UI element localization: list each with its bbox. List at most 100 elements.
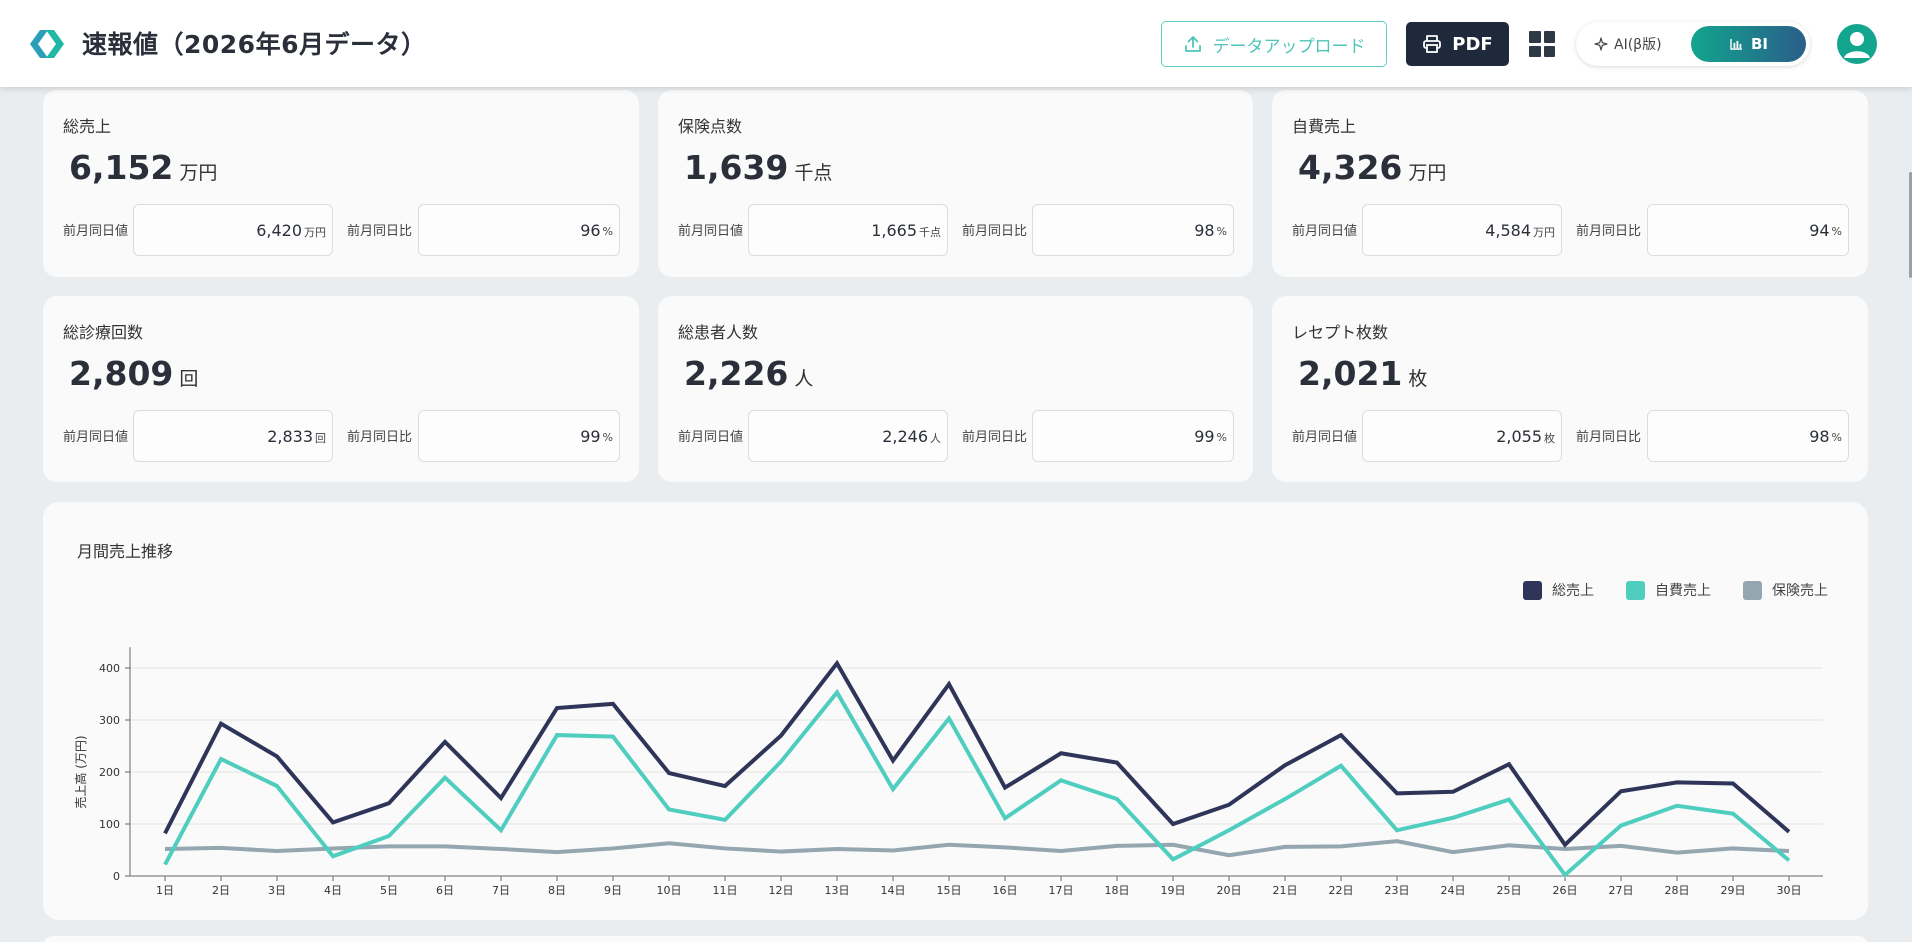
sparkle-icon	[1594, 37, 1608, 51]
x-tick-label: 5日	[380, 884, 398, 897]
kpi-value: 6,152	[69, 148, 174, 187]
series-line-self-pay	[163, 688, 1791, 878]
prev-day-value: 6,420	[256, 220, 302, 240]
x-tick-label: 17日	[1049, 884, 1074, 897]
x-tick-label: 11日	[713, 884, 738, 897]
ai-bi-toggle[interactable]: AI(β版) BI	[1576, 22, 1810, 66]
x-tick-label: 21日	[1273, 884, 1298, 897]
kpi-unit: 枚	[1408, 368, 1428, 390]
kpi-card-total-patients: 総患者人数 2,226 人 前月同日値 2,246 人 前月同日比 99%	[658, 296, 1253, 482]
page-title: 速報値（2026年6月データ）	[82, 30, 427, 59]
prev-day-label: 前月同日値	[678, 430, 744, 445]
top-bar: 速報値（2026年6月データ） データアップロード PDF AI(β版)	[0, 0, 1912, 87]
data-upload-button[interactable]: データアップロード	[1161, 21, 1387, 67]
app-logo-icon[interactable]	[28, 26, 66, 62]
prev-day-unit: 万円	[1533, 225, 1555, 239]
x-tick-label: 30日	[1777, 884, 1802, 897]
kpi-value: 2,809	[69, 354, 174, 393]
toggle-ai-option[interactable]: AI(β版)	[1594, 22, 1662, 66]
prev-day-value-box: 2,833 回	[133, 410, 333, 462]
kpi-label: 総患者人数	[678, 323, 759, 342]
user-avatar-icon[interactable]	[1837, 24, 1877, 64]
prev-day-value: 2,055	[1496, 426, 1542, 446]
prev-day-unit: 人	[930, 431, 941, 445]
prev-ratio-unit: %	[1216, 431, 1227, 444]
x-tick-label: 24日	[1441, 884, 1466, 897]
x-tick-label: 16日	[993, 884, 1018, 897]
x-tick-label: 10日	[657, 884, 682, 897]
kpi-card-total-sales: 総売上 6,152 万円 前月同日値 6,420 万円 前月同日比 96%	[43, 90, 639, 277]
monthly-sales-chart-card: 月間売上推移 総売上 自費売上 保険売上 0 100 200 300 400 1日 2日 3日…	[43, 502, 1868, 920]
prev-ratio-label: 前月同日比	[1576, 430, 1642, 445]
prev-day-unit: 枚	[1544, 431, 1555, 445]
x-tick-label: 8日	[548, 884, 566, 897]
kpi-label: レセプト枚数	[1292, 323, 1389, 342]
prev-ratio-unit: %	[602, 225, 613, 238]
x-tick-label: 7日	[492, 884, 510, 897]
apps-grid-icon[interactable]	[1529, 31, 1555, 57]
kpi-card-total-visits: 総診療回数 2,809 回 前月同日値 2,833 回 前月同日比 99%	[43, 296, 639, 482]
prev-day-unit: 千点	[919, 225, 941, 239]
prev-day-label: 前月同日値	[63, 224, 129, 239]
prev-day-value-box: 2,055 枚	[1362, 410, 1562, 462]
prev-ratio-unit: %	[1831, 225, 1842, 238]
prev-ratio-label: 前月同日比	[962, 224, 1028, 239]
kpi-unit: 人	[794, 368, 814, 390]
series-line-insurance	[164, 839, 1790, 858]
prev-ratio-value: 98	[1194, 220, 1215, 240]
chart-legend: 総売上 自費売上 保険売上	[1523, 580, 1828, 600]
bar-chart-icon	[1730, 39, 1742, 50]
prev-day-label: 前月同日値	[1292, 224, 1358, 239]
prev-ratio-label: 前月同日比	[347, 430, 413, 445]
prev-ratio-value-box: 98%	[1647, 410, 1849, 462]
kpi-unit: 万円	[1408, 162, 1447, 184]
prev-ratio-value: 99	[1194, 426, 1215, 446]
x-tick-label: 25日	[1497, 884, 1522, 897]
kpi-card-receipt-count: レセプト枚数 2,021 枚 前月同日値 2,055 枚 前月同日比 98%	[1272, 296, 1868, 482]
prev-ratio-value-box: 99%	[1032, 410, 1234, 462]
x-tick-label: 14日	[881, 884, 906, 897]
x-tick-label: 4日	[324, 884, 342, 897]
legend-swatch-self-pay[interactable]	[1626, 580, 1645, 600]
line-chart: 0 100 200 300 400 1日 2日 3日 4日 5日 6日 7日 8日 9日 10日 11日 12日…	[73, 647, 1823, 897]
prev-day-value-box: 1,665 千点	[748, 204, 948, 256]
y-tick-label: 300	[99, 714, 120, 727]
next-card-edge	[43, 936, 1868, 942]
kpi-value: 2,021	[1298, 354, 1403, 393]
prev-ratio-label: 前月同日比	[962, 430, 1028, 445]
x-tick-label: 28日	[1665, 884, 1690, 897]
x-tick-label: 18日	[1105, 884, 1130, 897]
kpi-label: 総診療回数	[63, 323, 144, 342]
x-tick-label: 13日	[825, 884, 850, 897]
kpi-label: 保険点数	[678, 117, 743, 136]
prev-day-label: 前月同日値	[1292, 430, 1358, 445]
legend-swatch-total[interactable]	[1523, 580, 1542, 600]
x-tick-label: 1日	[156, 884, 174, 897]
kpi-value: 4,326	[1298, 148, 1403, 187]
legend-swatch-insurance[interactable]	[1743, 580, 1762, 600]
legend-label-self-pay[interactable]: 自費売上	[1655, 583, 1711, 599]
prev-ratio-unit: %	[602, 431, 613, 444]
kpi-label: 自費売上	[1292, 117, 1357, 136]
x-tick-label: 23日	[1385, 884, 1410, 897]
kpi-unit: 回	[179, 368, 199, 390]
legend-label-total[interactable]: 総売上	[1552, 583, 1594, 599]
prev-day-value: 2,246	[882, 426, 928, 446]
toggle-bi-option[interactable]: BI	[1691, 26, 1806, 62]
x-tick-label: 19日	[1161, 884, 1186, 897]
prev-day-value: 2,833	[267, 426, 313, 446]
x-tick-label: 2日	[212, 884, 230, 897]
prev-day-value: 4,584	[1485, 220, 1531, 240]
prev-ratio-value: 96	[580, 220, 601, 240]
x-tick-label: 12日	[769, 884, 794, 897]
prev-ratio-value-box: 96%	[418, 204, 620, 256]
pdf-button[interactable]: PDF	[1406, 22, 1509, 66]
x-tick-label: 20日	[1217, 884, 1242, 897]
toggle-ai-label: AI(β版)	[1614, 37, 1662, 53]
page-scrollbar[interactable]	[1909, 172, 1912, 278]
legend-label-insurance[interactable]: 保険売上	[1772, 583, 1828, 599]
x-tick-label: 9日	[604, 884, 622, 897]
prev-day-unit: 万円	[304, 225, 326, 239]
y-tick-label: 400	[99, 662, 120, 675]
printer-icon	[1423, 35, 1442, 53]
